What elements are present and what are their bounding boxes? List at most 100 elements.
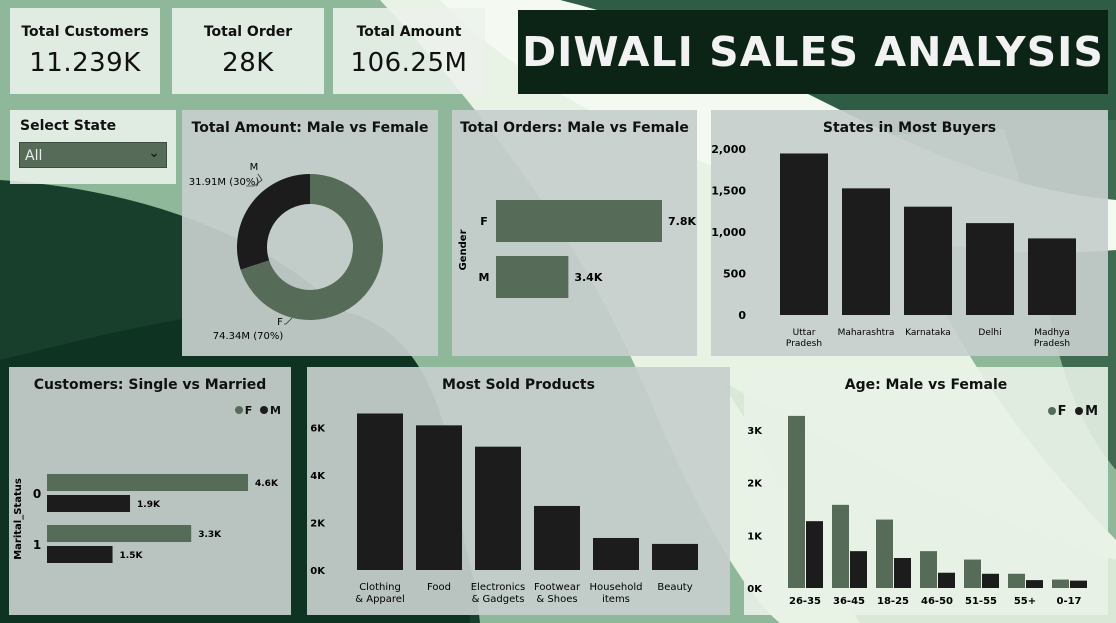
bar-age-f — [876, 519, 893, 588]
marital-card: Customers: Single vs Married F M Marital… — [9, 367, 291, 615]
x-tick-label: Footwear & Shoes — [534, 582, 581, 605]
y-tick-label: 0 — [738, 309, 746, 322]
category-label: 0 — [33, 487, 41, 501]
x-tick-label: 36-45 — [833, 596, 865, 607]
kpi-label: Total Order — [203, 24, 293, 40]
chart-title: States in Most Buyers — [822, 120, 997, 136]
kpi-value: 28K — [222, 48, 274, 78]
bar-product — [593, 537, 639, 570]
y-tick-label: 500 — [723, 268, 746, 281]
value-label: 3.3K — [198, 530, 222, 540]
y-axis-label: Marital_Status — [13, 478, 24, 560]
bar-age-m — [1070, 580, 1087, 588]
value-label: 1.5K — [120, 551, 144, 561]
bar-product — [475, 446, 521, 570]
products-card: Most Sold Products 0K 2K 4K 6K Clothing & App… — [307, 367, 730, 615]
states-card: States in Most Buyers 0 500 1,000 1,500 2,00… — [711, 110, 1108, 356]
kpi-value: 11.239K — [29, 48, 141, 78]
bar-m — [47, 546, 113, 563]
bar-f — [47, 474, 248, 491]
bar-age-m — [806, 521, 823, 588]
legend-dot-f — [234, 406, 243, 414]
legend-dot-f — [1047, 407, 1056, 415]
y-tick-label: 1,500 — [711, 185, 746, 198]
bar-state — [1028, 238, 1076, 315]
legend-label-f: F — [1057, 404, 1067, 419]
state-slicer-card: Select State All ⌄ — [10, 110, 176, 184]
x-tick-label: Karnataka — [905, 328, 951, 338]
bar-age-f — [788, 415, 805, 588]
category-label: F — [480, 215, 488, 228]
kpi-value: 106.25M — [350, 48, 468, 78]
chevron-down-icon: ⌄ — [148, 145, 160, 161]
bar-age-f — [1008, 573, 1025, 588]
amount-gender-card: Total Amount: Male vs Female M 31.91M (30… — [182, 110, 438, 356]
bar-m — [47, 495, 131, 512]
bar-m — [496, 256, 569, 298]
y-tick-label: 6K — [310, 424, 326, 435]
bar-product — [357, 413, 403, 570]
bar-age-f — [832, 504, 849, 588]
x-tick-label: Electronics & Gadgets — [471, 582, 526, 605]
donut-slice-f — [240, 174, 383, 320]
bar-product — [534, 505, 580, 570]
kpi-card-customers: Total Customers 11.239K — [10, 8, 160, 94]
marital-bar-chart: Marital_Status 0 4.6K 1.9K 1 3.3K 1.5K — [13, 474, 279, 563]
kpi-label: Total Amount — [356, 24, 462, 40]
bar-age-m — [982, 573, 999, 588]
x-tick-label: Clothing & Apparel — [355, 582, 404, 605]
bar-age-f — [1052, 579, 1069, 588]
x-tick-label: 51-55 — [965, 596, 997, 607]
x-tick-label: Delhi — [978, 328, 1001, 338]
bar-state — [904, 206, 952, 315]
bar-product — [416, 425, 462, 570]
y-tick-label: 0K — [310, 566, 326, 577]
value-label: 4.6K — [255, 479, 279, 489]
y-axis-label: Gender — [458, 229, 469, 270]
category-label: 1 — [33, 538, 41, 552]
bar-state — [780, 153, 828, 315]
y-tick-label: 4K — [310, 471, 326, 482]
bar-age-m — [1026, 580, 1043, 588]
donut-slice-m — [237, 174, 310, 270]
slice-label-f-value: 74.34M (70%) — [213, 331, 284, 342]
x-tick-label: 0-17 — [1056, 596, 1081, 607]
x-tick-label: 26-35 — [789, 596, 821, 607]
bar-age-m — [938, 572, 955, 588]
y-tick-label: 1K — [747, 531, 763, 542]
state-dropdown-value: All — [25, 148, 43, 164]
leader-line-f — [284, 317, 293, 325]
slicer-label: Select State — [20, 118, 117, 134]
category-label: M — [479, 271, 490, 284]
x-tick-label: 55+ — [1014, 596, 1036, 607]
y-tick-label: 2K — [747, 479, 763, 490]
y-tick-label: 1,000 — [711, 226, 746, 239]
leader-line-m — [246, 173, 263, 187]
x-tick-label: Maharashtra — [838, 328, 895, 338]
amount-gender-donut: M 31.91M (30%) F 74.34M (70%) — [189, 162, 383, 342]
chart-title: Total Amount: Male vs Female — [191, 120, 429, 136]
slice-label-f-name: F — [277, 317, 283, 328]
bar-f — [496, 200, 662, 242]
value-label: 1.9K — [137, 500, 161, 510]
products-bar-chart: 0K 2K 4K 6K Clothing & Apparel Food Electronics… — [310, 413, 698, 605]
legend-dot-m — [1075, 407, 1084, 415]
legend-dot-m — [260, 406, 269, 414]
kpi-card-orders: Total Order 28K — [172, 8, 324, 94]
kpi-label: Total Customers — [21, 24, 149, 40]
bar-product — [652, 543, 698, 570]
dashboard-title-box: DIWALI SALES ANALYSIS — [518, 10, 1108, 94]
chart-title: Age: Male vs Female — [844, 377, 1008, 393]
x-tick-label: Food — [427, 582, 451, 593]
bar-age-f — [920, 551, 937, 588]
slice-label-m-name: M — [250, 162, 259, 173]
value-label: 3.4K — [574, 271, 602, 284]
state-dropdown[interactable]: All ⌄ — [19, 142, 167, 168]
orders-gender-card: Total Orders: Male vs Female Gender F 7.8K… — [452, 110, 697, 356]
y-tick-label: 3K — [747, 426, 763, 437]
x-tick-label: 18-25 — [877, 596, 909, 607]
x-tick-label: Beauty — [657, 582, 692, 593]
kpi-card-amount: Total Amount 106.25M — [333, 8, 485, 94]
x-tick-label: Household items — [590, 582, 643, 605]
y-tick-label: 2K — [310, 519, 326, 530]
